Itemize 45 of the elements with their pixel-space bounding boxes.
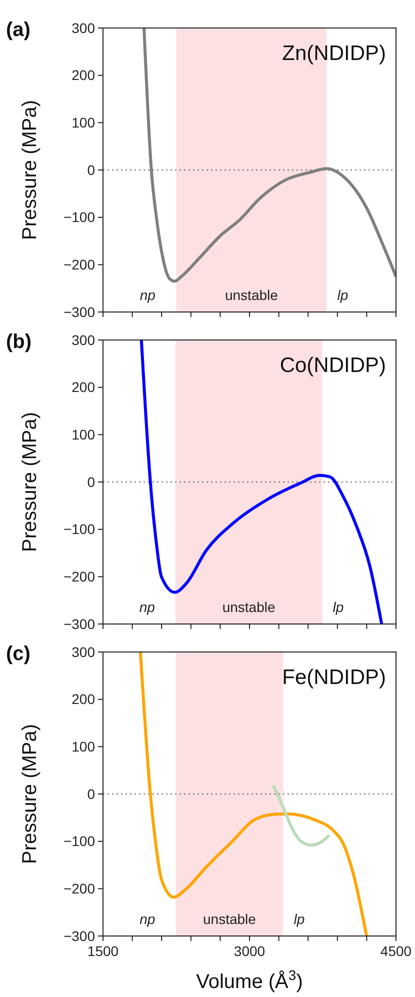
y-tick-label: 300 xyxy=(72,332,96,348)
annotation: np xyxy=(140,911,156,927)
y-tick-label: −100 xyxy=(63,833,96,850)
y-tick-label: −100 xyxy=(63,209,96,226)
y-tick-label: −300 xyxy=(63,928,96,944)
x-tick-label: 1500 xyxy=(87,943,119,959)
band-label: unstable xyxy=(222,599,276,615)
y-axis-title: Pressure (MPa) xyxy=(19,412,41,552)
y-tick-label: −200 xyxy=(63,880,96,897)
y-tick-label: 0 xyxy=(87,162,96,178)
y-axis-title: Pressure (MPa) xyxy=(19,100,41,240)
text: Fe(NDIDP) xyxy=(282,666,386,689)
y-tick-label: −100 xyxy=(63,521,96,538)
y-tick-label: 200 xyxy=(72,691,96,708)
chart-title: (b) xyxy=(6,331,32,353)
y-tick-label: −300 xyxy=(63,616,96,632)
y-tick-label: −300 xyxy=(63,304,96,320)
y-tick-label: 0 xyxy=(87,786,96,802)
annotation: np xyxy=(139,599,156,615)
annotation: np xyxy=(140,287,156,303)
y-tick-label: 300 xyxy=(72,644,96,660)
text: Co(NDIDP) xyxy=(280,354,386,377)
y-tick-label: 100 xyxy=(72,738,96,755)
band-label: unstable xyxy=(224,287,278,303)
y-tick-label: −200 xyxy=(63,256,96,273)
x-tick-label: 4500 xyxy=(380,943,412,959)
y-tick-label: 200 xyxy=(72,379,96,396)
x-axis-title: Volume (Å$^{3}$) xyxy=(196,967,303,993)
annotation: lp xyxy=(332,599,344,615)
y-tick-label: 0 xyxy=(87,474,96,490)
annotation: lp xyxy=(294,911,305,927)
y-tick-label: 100 xyxy=(72,114,96,131)
text: Zn(NDIDP) xyxy=(282,42,386,65)
line-series xyxy=(272,784,331,847)
y-tick-label: 300 xyxy=(72,20,96,36)
y-axis-title: Pressure (MPa) xyxy=(19,724,41,864)
y-tick-label: 100 xyxy=(72,426,96,443)
chart-title: (c) xyxy=(6,643,30,665)
line-series xyxy=(140,340,384,624)
y-tick-label: −200 xyxy=(63,568,96,585)
chart-title: (a) xyxy=(6,19,30,41)
x-tick-label: 3000 xyxy=(234,943,266,959)
y-tick-label: 200 xyxy=(72,67,96,84)
annotation: lp xyxy=(337,287,348,303)
band-label: unstable xyxy=(203,911,256,927)
